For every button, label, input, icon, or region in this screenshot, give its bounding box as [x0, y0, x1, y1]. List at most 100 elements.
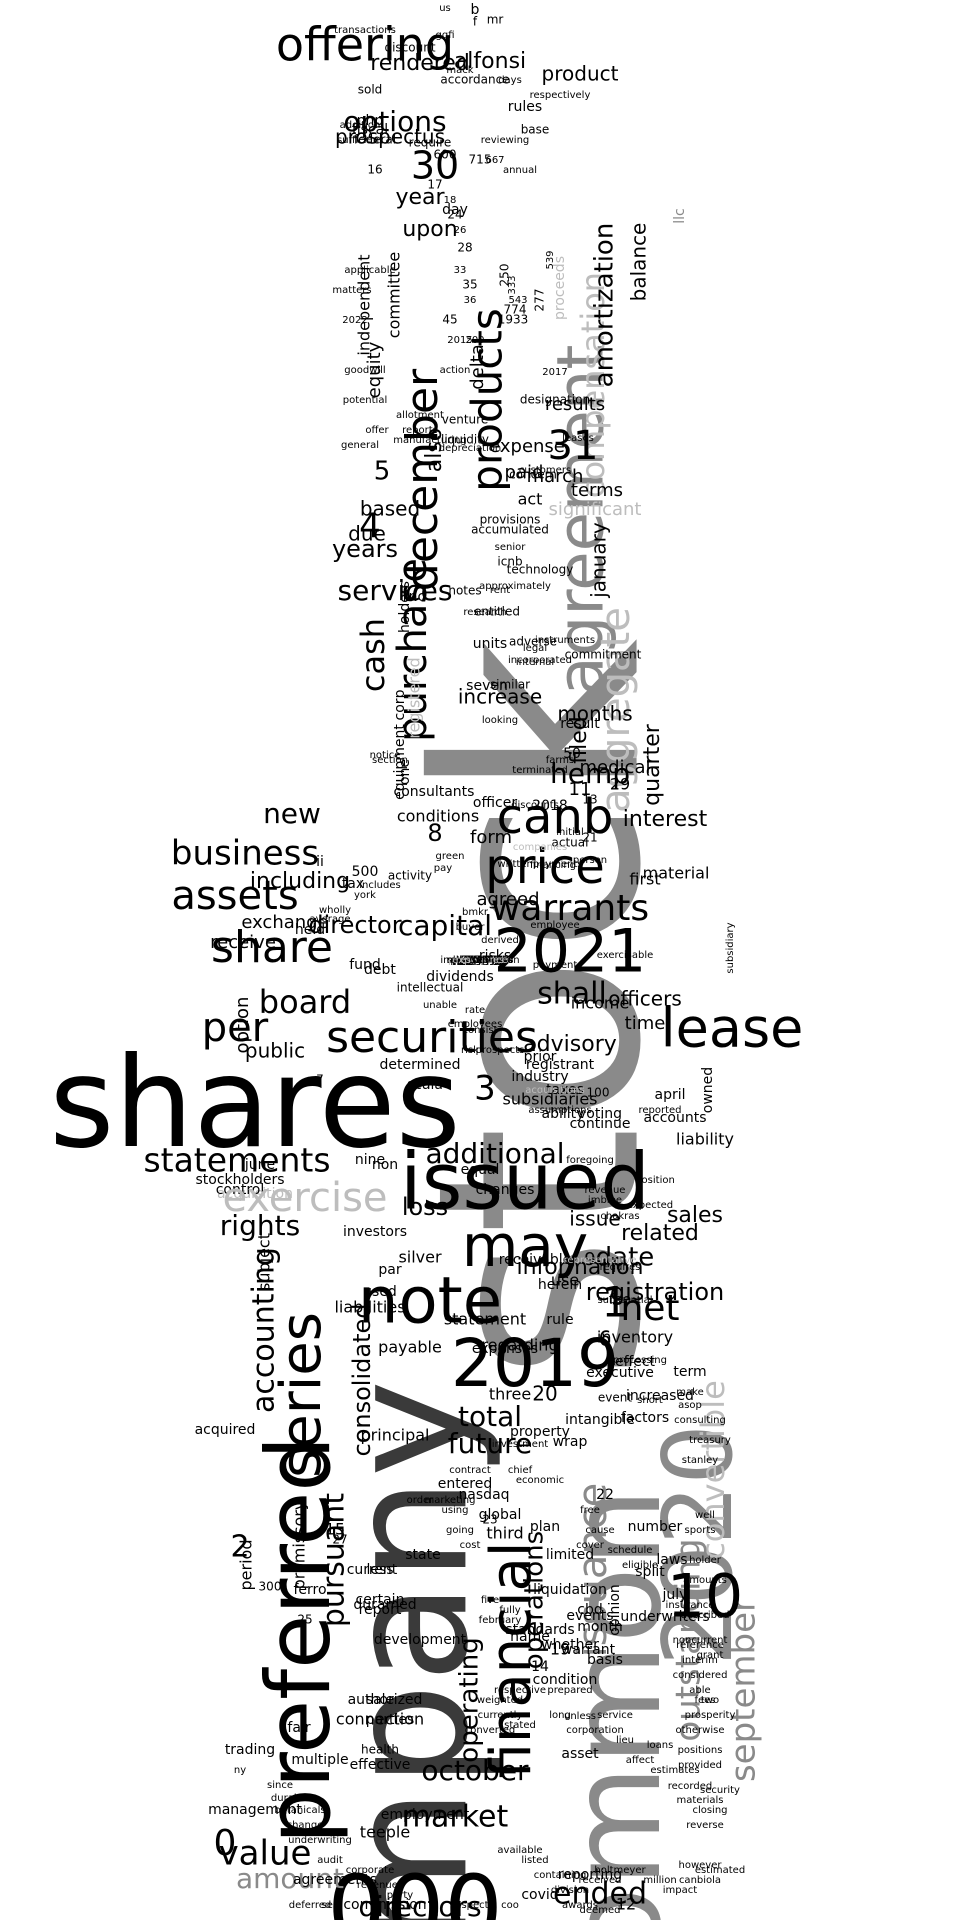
cloud-word: conditions: [397, 807, 479, 826]
cloud-word: 13: [582, 793, 597, 807]
cloud-word: asset: [561, 1746, 599, 1762]
cloud-word: products: [463, 308, 512, 491]
cloud-word: extent: [464, 955, 496, 966]
cloud-word: condition: [533, 1672, 598, 1688]
cloud-word: market: [402, 1800, 509, 1835]
cloud-word: federal: [354, 133, 396, 147]
cloud-word: matters: [332, 285, 371, 296]
cloud-word: 3: [474, 1069, 496, 1109]
cloud-word: resources: [456, 955, 504, 966]
cloud-word: shares: [49, 1031, 461, 1176]
cloud-word: various: [462, 955, 499, 966]
cloud-word: terms: [571, 480, 623, 501]
cloud-word: based: [360, 497, 420, 521]
cloud-word: result: [560, 716, 600, 732]
cloud-word: investors: [343, 1224, 407, 1240]
cloud-word: whether: [541, 1637, 599, 1653]
cloud-word: registrant: [526, 1057, 595, 1073]
cloud-word: consist: [462, 1025, 497, 1036]
cloud-word: 1: [602, 1278, 629, 1327]
cloud-word: loan: [469, 955, 490, 966]
cloud-word: florida: [464, 955, 496, 966]
cloud-word: two: [701, 1695, 719, 1706]
cloud-word: statements: [143, 1141, 330, 1180]
cloud-word: exercisable: [597, 950, 654, 961]
cloud-word: 20: [532, 1382, 557, 1406]
cloud-word: described: [681, 1610, 730, 1621]
cloud-word: looking: [482, 715, 518, 726]
cloud-word: 0: [214, 1823, 237, 1864]
cloud-word: five: [481, 1595, 499, 1606]
cloud-word: representative: [564, 1255, 637, 1266]
cloud-word: sell: [322, 1900, 339, 1911]
cloud-word: plan: [530, 1519, 560, 1535]
cloud-word: employees: [448, 1019, 503, 1030]
cloud-word: information: [517, 1255, 644, 1280]
cloud-word: registered: [405, 657, 424, 738]
cloud-word: action: [440, 365, 471, 376]
cloud-word: subject: [255, 1233, 274, 1291]
cloud-word: expense: [489, 436, 565, 457]
cloud-word: party: [387, 1890, 414, 1901]
cloud-word: estimated: [695, 1865, 745, 1876]
cloud-word: upon: [402, 217, 457, 242]
cloud-word: options: [343, 105, 446, 138]
cloud-word: cost: [460, 1540, 481, 1551]
cloud-word: business: [171, 834, 319, 874]
cloud-word: include: [462, 955, 498, 966]
cloud-word: teeple: [360, 1823, 410, 1842]
cloud-word: green: [436, 851, 465, 862]
cloud-word: 28: [457, 241, 472, 255]
cloud-word: volume: [461, 955, 498, 966]
cloud-word: significant: [549, 499, 642, 520]
cloud-word: concern: [509, 468, 557, 482]
cloud-word: inventory: [597, 1328, 673, 1347]
cloud-word: medical: [580, 757, 651, 778]
cloud-word: fully: [469, 955, 490, 966]
cloud-word: ability: [542, 1106, 585, 1122]
cloud-word: penny: [464, 955, 495, 966]
cloud-word: amortization: [590, 223, 620, 388]
cloud-word: assumptions: [528, 1105, 591, 1116]
cloud-word: held: [295, 922, 325, 938]
cloud-word: preferred: [247, 1436, 350, 1844]
cloud-word: purchase: [390, 558, 436, 742]
cloud-word: cash: [354, 618, 392, 692]
cloud-word: underwriting: [288, 1835, 352, 1846]
cloud-word: respectively: [530, 90, 591, 101]
cloud-word: 2015: [447, 335, 472, 346]
cloud-word: 2022: [342, 315, 367, 326]
cloud-word: audit: [317, 1855, 343, 1866]
cloud-word: 14: [531, 1659, 549, 1675]
cloud-word: special: [463, 955, 498, 966]
cloud-word: employee: [530, 920, 579, 931]
cloud-word: 2019: [451, 1325, 619, 1402]
cloud-word: leases: [562, 433, 594, 444]
cloud-word: activity: [388, 869, 432, 883]
cloud-word: forth: [468, 955, 492, 966]
cloud-word: issuance: [570, 1483, 616, 1658]
cloud-word: principal: [361, 1426, 430, 1445]
cloud-word: relating: [461, 955, 499, 966]
cloud-word: treasury: [689, 1435, 731, 1446]
cloud-word: marketing: [425, 1495, 476, 1506]
cloud-word: opinion: [607, 1584, 623, 1636]
cloud-word: estimates: [650, 1765, 699, 1776]
cloud-word: accounting: [247, 1247, 282, 1413]
cloud-word: subsidiaries: [502, 1090, 597, 1109]
cloud-word: paid: [505, 462, 544, 483]
cloud-word: value: [219, 1834, 312, 1874]
cloud-word: offering: [276, 18, 454, 72]
cloud-word: prior: [524, 1049, 557, 1065]
cloud-word: 715: [469, 153, 492, 167]
cloud-word: required: [459, 955, 501, 966]
cloud-word: equity: [364, 341, 385, 398]
cloud-word: statement: [444, 1310, 526, 1329]
cloud-word: subsidiary: [725, 922, 736, 973]
cloud-word: 45: [442, 313, 457, 327]
cloud-word: seven: [466, 678, 508, 694]
cloud-word: summary: [456, 955, 503, 966]
cloud-word: 100: [587, 1086, 610, 1100]
cloud-word: december: [397, 368, 448, 591]
cloud-word: granted: [460, 955, 499, 966]
